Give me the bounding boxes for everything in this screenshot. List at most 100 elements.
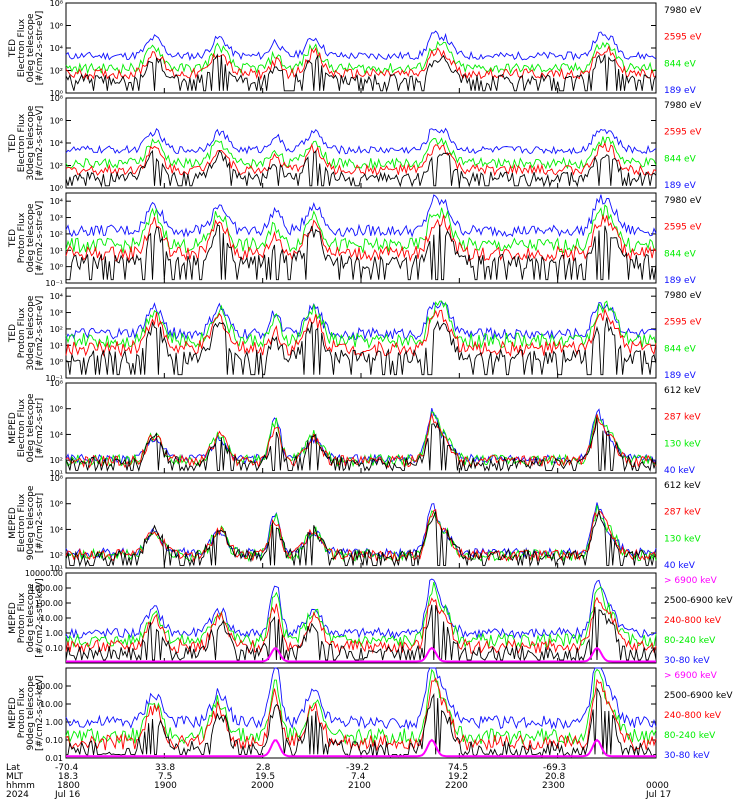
series-blue-trace bbox=[65, 194, 657, 238]
legend-entry: 2595 eV bbox=[664, 33, 702, 43]
y-axis-label-line: 0deg telescope bbox=[26, 393, 36, 463]
panel-4: 10⁻¹ 10⁰ 10¹ 10² 10³ 10⁴ TEDProton Flux30deg t… bbox=[8, 287, 702, 383]
legend-entry: 2595 eV bbox=[664, 318, 702, 328]
y-axis-label-line: Proton Flux bbox=[17, 212, 27, 263]
y-tick-label: 10² bbox=[50, 230, 63, 239]
y-tick-label: 10⁴ bbox=[50, 430, 63, 439]
legend-entry: 844 eV bbox=[664, 154, 697, 164]
time-axis-hhmm: 2100 bbox=[348, 781, 371, 791]
time-axis-hhmm: 2000 bbox=[251, 781, 274, 791]
y-tick-label: 1000.00 bbox=[30, 584, 63, 593]
time-axis-mlt: 20.8 bbox=[545, 772, 565, 782]
y-axis-label-line: [#/cm2-s-str-eV] bbox=[35, 296, 45, 371]
y-tick-label: 10³ bbox=[50, 214, 63, 223]
legend-entry: 844 eV bbox=[664, 249, 697, 259]
series-green-trace bbox=[65, 300, 657, 350]
y-tick-label: 10⁸ bbox=[50, 379, 63, 388]
series-magenta-trace bbox=[66, 738, 656, 758]
y-axis-label-line: MEPED bbox=[8, 507, 18, 539]
legend-entry: 189 eV bbox=[664, 276, 697, 286]
series-green-trace bbox=[65, 668, 657, 746]
legend-entry: 40 keV bbox=[664, 561, 696, 571]
legend-entry: 287 keV bbox=[664, 413, 701, 423]
series-green-trace bbox=[65, 581, 657, 649]
legend-entry: 2500-6900 keV bbox=[664, 691, 733, 701]
y-axis-label-line: MEPED bbox=[8, 412, 18, 444]
series-blue-trace bbox=[65, 407, 657, 465]
y-axis-label-line: MEPED bbox=[8, 602, 18, 634]
legend-entry: 240-800 keV bbox=[664, 616, 722, 626]
series-green-trace bbox=[65, 136, 657, 171]
y-tick-label: 10⁴ bbox=[50, 139, 63, 148]
plot-frame bbox=[65, 287, 657, 379]
legend-entry: 612 keV bbox=[664, 481, 701, 491]
y-tick-label: 10000.00 bbox=[25, 569, 63, 578]
y-tick-label: 10⁶ bbox=[50, 22, 63, 31]
y-tick-label: 10¹ bbox=[50, 246, 63, 255]
series-magenta-trace bbox=[66, 646, 656, 663]
panel-2: 10⁰ 10² 10⁴ 10⁶ 10⁸ TEDElectron Flux30deg tel… bbox=[8, 94, 702, 193]
y-tick-label: 10² bbox=[50, 325, 63, 334]
legend-entry: 189 eV bbox=[664, 371, 697, 381]
y-tick-label: 10² bbox=[50, 67, 63, 76]
y-tick-label: 10⁰ bbox=[50, 263, 63, 272]
y-axis-label-line: TED bbox=[8, 134, 18, 153]
time-axis-lat: 74.5 bbox=[448, 763, 468, 773]
series-black-trace bbox=[65, 417, 657, 473]
y-axis-label-line: TED bbox=[8, 324, 18, 343]
y-axis-label-line: Proton Flux bbox=[17, 592, 27, 643]
time-axis-mlt: 18.3 bbox=[58, 772, 78, 782]
y-axis-label: MEPEDProton Flux90deg telescope[#/cm2-s-… bbox=[8, 675, 45, 751]
y-axis-label-line: Proton Flux bbox=[17, 307, 27, 358]
y-axis-label-line: Proton Flux bbox=[17, 687, 27, 738]
y-tick-label: 10⁴ bbox=[50, 44, 63, 53]
y-axis-label-line: [#/cm2-s-str-keV] bbox=[35, 578, 45, 657]
time-axis-mlt: 19.2 bbox=[448, 772, 468, 782]
y-axis-label-line: Electron Flux bbox=[17, 493, 27, 552]
y-axis-label-line: Electron Flux bbox=[17, 18, 27, 77]
y-tick-label: 1.00 bbox=[45, 629, 63, 638]
legend-entry: 7980 eV bbox=[664, 6, 702, 16]
panel-6: 10¹ 10² 10⁴ 10⁶ 10⁸ MEPEDElectron Flux90deg t… bbox=[8, 474, 701, 573]
y-tick-label: 10⁻¹ bbox=[45, 279, 63, 288]
y-axis-label-line: 90deg telescope bbox=[26, 675, 36, 750]
y-axis-label-line: [#/cm2-s-str] bbox=[35, 398, 45, 458]
y-tick-label: 10.00 bbox=[40, 700, 63, 709]
series-blue-trace bbox=[65, 667, 657, 731]
legend-entry: 40 keV bbox=[664, 466, 696, 476]
legend-entry: 130 keV bbox=[664, 534, 701, 544]
legend-entry: > 6900 keV bbox=[664, 576, 718, 586]
time-axis-mlt: 19.5 bbox=[255, 772, 275, 782]
y-tick-label: 10⁴ bbox=[50, 525, 63, 534]
legend-entry: 130 keV bbox=[664, 439, 701, 449]
y-axis-label-line: 30deg telescope bbox=[26, 105, 36, 180]
y-tick-label: 10.00 bbox=[40, 614, 63, 623]
y-tick-label: 10⁴ bbox=[50, 197, 63, 206]
series-green-trace bbox=[65, 204, 657, 254]
y-axis-label-line: [#/cm2-s-str-eV] bbox=[35, 11, 45, 86]
series-black-trace bbox=[65, 509, 657, 568]
legend-entry: 7980 eV bbox=[664, 101, 702, 111]
y-tick-label: 10¹ bbox=[50, 564, 63, 573]
y-axis-label-line: 90deg telescope bbox=[26, 485, 36, 560]
y-axis-label: MEPEDProton Flux0deg telescope[#/cm2-s-s… bbox=[8, 578, 45, 657]
y-tick-label: 10⁸ bbox=[50, 474, 63, 483]
y-tick-label: 1.00 bbox=[45, 718, 63, 727]
y-tick-label: 0.10 bbox=[45, 644, 63, 653]
series-red-trace bbox=[65, 509, 657, 563]
legend-entry: 844 eV bbox=[664, 59, 697, 69]
panel-5: 10¹ 10² 10⁴ 10⁶ 10⁸ MEPEDElectron Flux0deg te… bbox=[8, 379, 701, 478]
time-axis-lat: -69.3 bbox=[543, 763, 566, 773]
y-tick-label: 0.01 bbox=[45, 754, 63, 763]
time-axis-mlt: 7.5 bbox=[158, 772, 172, 782]
legend-entry: 2500-6900 keV bbox=[664, 596, 733, 606]
y-tick-label: 10⁰ bbox=[50, 358, 63, 367]
series-red-trace bbox=[65, 214, 657, 263]
legend-entry: 844 eV bbox=[664, 344, 697, 354]
y-tick-label: 10² bbox=[50, 456, 63, 465]
y-tick-label: 0.10 bbox=[45, 736, 63, 745]
y-axis-label-line: 30deg telescope bbox=[26, 295, 36, 370]
panel-7: 0.101.0010.00100.001000.0010000.00MEPEDP… bbox=[8, 569, 733, 666]
y-axis-label: TEDElectron Flux0deg telescope[#/cm2-s-s… bbox=[8, 11, 45, 86]
